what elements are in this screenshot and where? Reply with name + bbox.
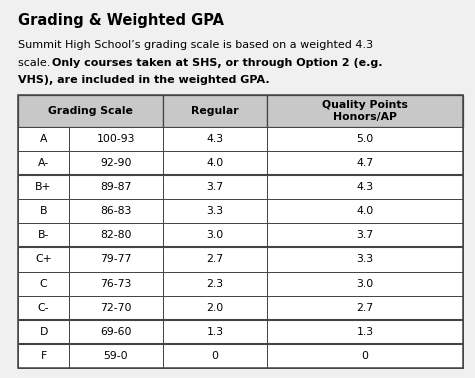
Bar <box>267 151 463 175</box>
Text: 0: 0 <box>361 351 369 361</box>
Text: 89-87: 89-87 <box>100 182 132 192</box>
Text: 2.7: 2.7 <box>206 254 223 265</box>
Text: 3.7: 3.7 <box>206 182 223 192</box>
Bar <box>18 96 162 127</box>
Bar <box>18 223 69 248</box>
Text: A: A <box>40 134 48 144</box>
Bar <box>267 320 463 344</box>
Text: B: B <box>40 206 48 216</box>
Text: 76-73: 76-73 <box>100 279 132 288</box>
Bar <box>18 344 69 368</box>
Bar <box>162 199 267 223</box>
Text: scale.: scale. <box>18 58 54 68</box>
Bar <box>18 320 69 344</box>
Bar <box>69 175 162 199</box>
Text: 4.0: 4.0 <box>206 158 224 168</box>
Bar <box>267 127 463 151</box>
Bar <box>162 96 267 127</box>
Bar <box>69 127 162 151</box>
Text: Grading Scale: Grading Scale <box>48 106 133 116</box>
Text: 4.0: 4.0 <box>356 206 374 216</box>
Text: 3.3: 3.3 <box>357 254 374 265</box>
Text: F: F <box>40 351 47 361</box>
Bar <box>162 151 267 175</box>
Text: 82-80: 82-80 <box>100 230 132 240</box>
Bar <box>162 320 267 344</box>
Bar <box>69 223 162 248</box>
Bar <box>69 296 162 320</box>
Text: 59-0: 59-0 <box>104 351 128 361</box>
Bar <box>267 344 463 368</box>
Text: B+: B+ <box>35 182 52 192</box>
Text: C: C <box>40 279 48 288</box>
Text: 3.7: 3.7 <box>357 230 374 240</box>
Text: 3.0: 3.0 <box>206 230 224 240</box>
Text: 92-90: 92-90 <box>100 158 132 168</box>
Text: 2.0: 2.0 <box>206 303 224 313</box>
Bar <box>162 344 267 368</box>
Bar <box>267 248 463 271</box>
Bar <box>18 151 69 175</box>
Text: 4.3: 4.3 <box>206 134 223 144</box>
Text: Quality Points
Honors/AP: Quality Points Honors/AP <box>322 101 408 122</box>
Text: 100-93: 100-93 <box>96 134 135 144</box>
Text: Grading & Weighted GPA: Grading & Weighted GPA <box>18 13 224 28</box>
Text: Summit High School’s grading scale is based on a weighted 4.3: Summit High School’s grading scale is ba… <box>18 40 373 51</box>
Text: 4.3: 4.3 <box>357 182 374 192</box>
Text: 2.3: 2.3 <box>206 279 223 288</box>
Bar <box>69 151 162 175</box>
Text: Regular: Regular <box>191 106 239 116</box>
Bar <box>69 320 162 344</box>
Bar <box>18 175 69 199</box>
Text: B-: B- <box>38 230 49 240</box>
Bar <box>18 248 69 271</box>
Text: 72-70: 72-70 <box>100 303 132 313</box>
Bar <box>162 248 267 271</box>
Text: 2.7: 2.7 <box>357 303 374 313</box>
Text: 3.3: 3.3 <box>206 206 223 216</box>
Bar <box>69 344 162 368</box>
Text: A-: A- <box>38 158 49 168</box>
Bar <box>162 271 267 296</box>
Text: 1.3: 1.3 <box>357 327 374 337</box>
Bar <box>267 223 463 248</box>
Text: 4.7: 4.7 <box>357 158 374 168</box>
Text: 69-60: 69-60 <box>100 327 132 337</box>
Bar <box>18 199 69 223</box>
Bar <box>18 271 69 296</box>
Bar <box>18 296 69 320</box>
Text: 86-83: 86-83 <box>100 206 132 216</box>
Bar <box>69 271 162 296</box>
Bar <box>267 199 463 223</box>
Bar <box>18 96 463 368</box>
Bar <box>18 127 69 151</box>
Text: 5.0: 5.0 <box>356 134 374 144</box>
Bar <box>69 199 162 223</box>
Text: 0: 0 <box>211 351 218 361</box>
Bar <box>69 248 162 271</box>
Bar <box>267 296 463 320</box>
Text: 1.3: 1.3 <box>206 327 223 337</box>
Text: 79-77: 79-77 <box>100 254 132 265</box>
Bar <box>162 127 267 151</box>
Text: Only courses taken at SHS, or through Option 2 (e.g.: Only courses taken at SHS, or through Op… <box>53 58 383 68</box>
Bar <box>267 271 463 296</box>
Bar <box>267 175 463 199</box>
Bar <box>162 223 267 248</box>
Text: D: D <box>39 327 48 337</box>
Text: C-: C- <box>38 303 49 313</box>
Bar <box>162 175 267 199</box>
Text: 3.0: 3.0 <box>356 279 374 288</box>
Bar <box>162 296 267 320</box>
Bar <box>267 96 463 127</box>
Text: C+: C+ <box>35 254 52 265</box>
Text: VHS), are included in the weighted GPA.: VHS), are included in the weighted GPA. <box>18 76 270 85</box>
